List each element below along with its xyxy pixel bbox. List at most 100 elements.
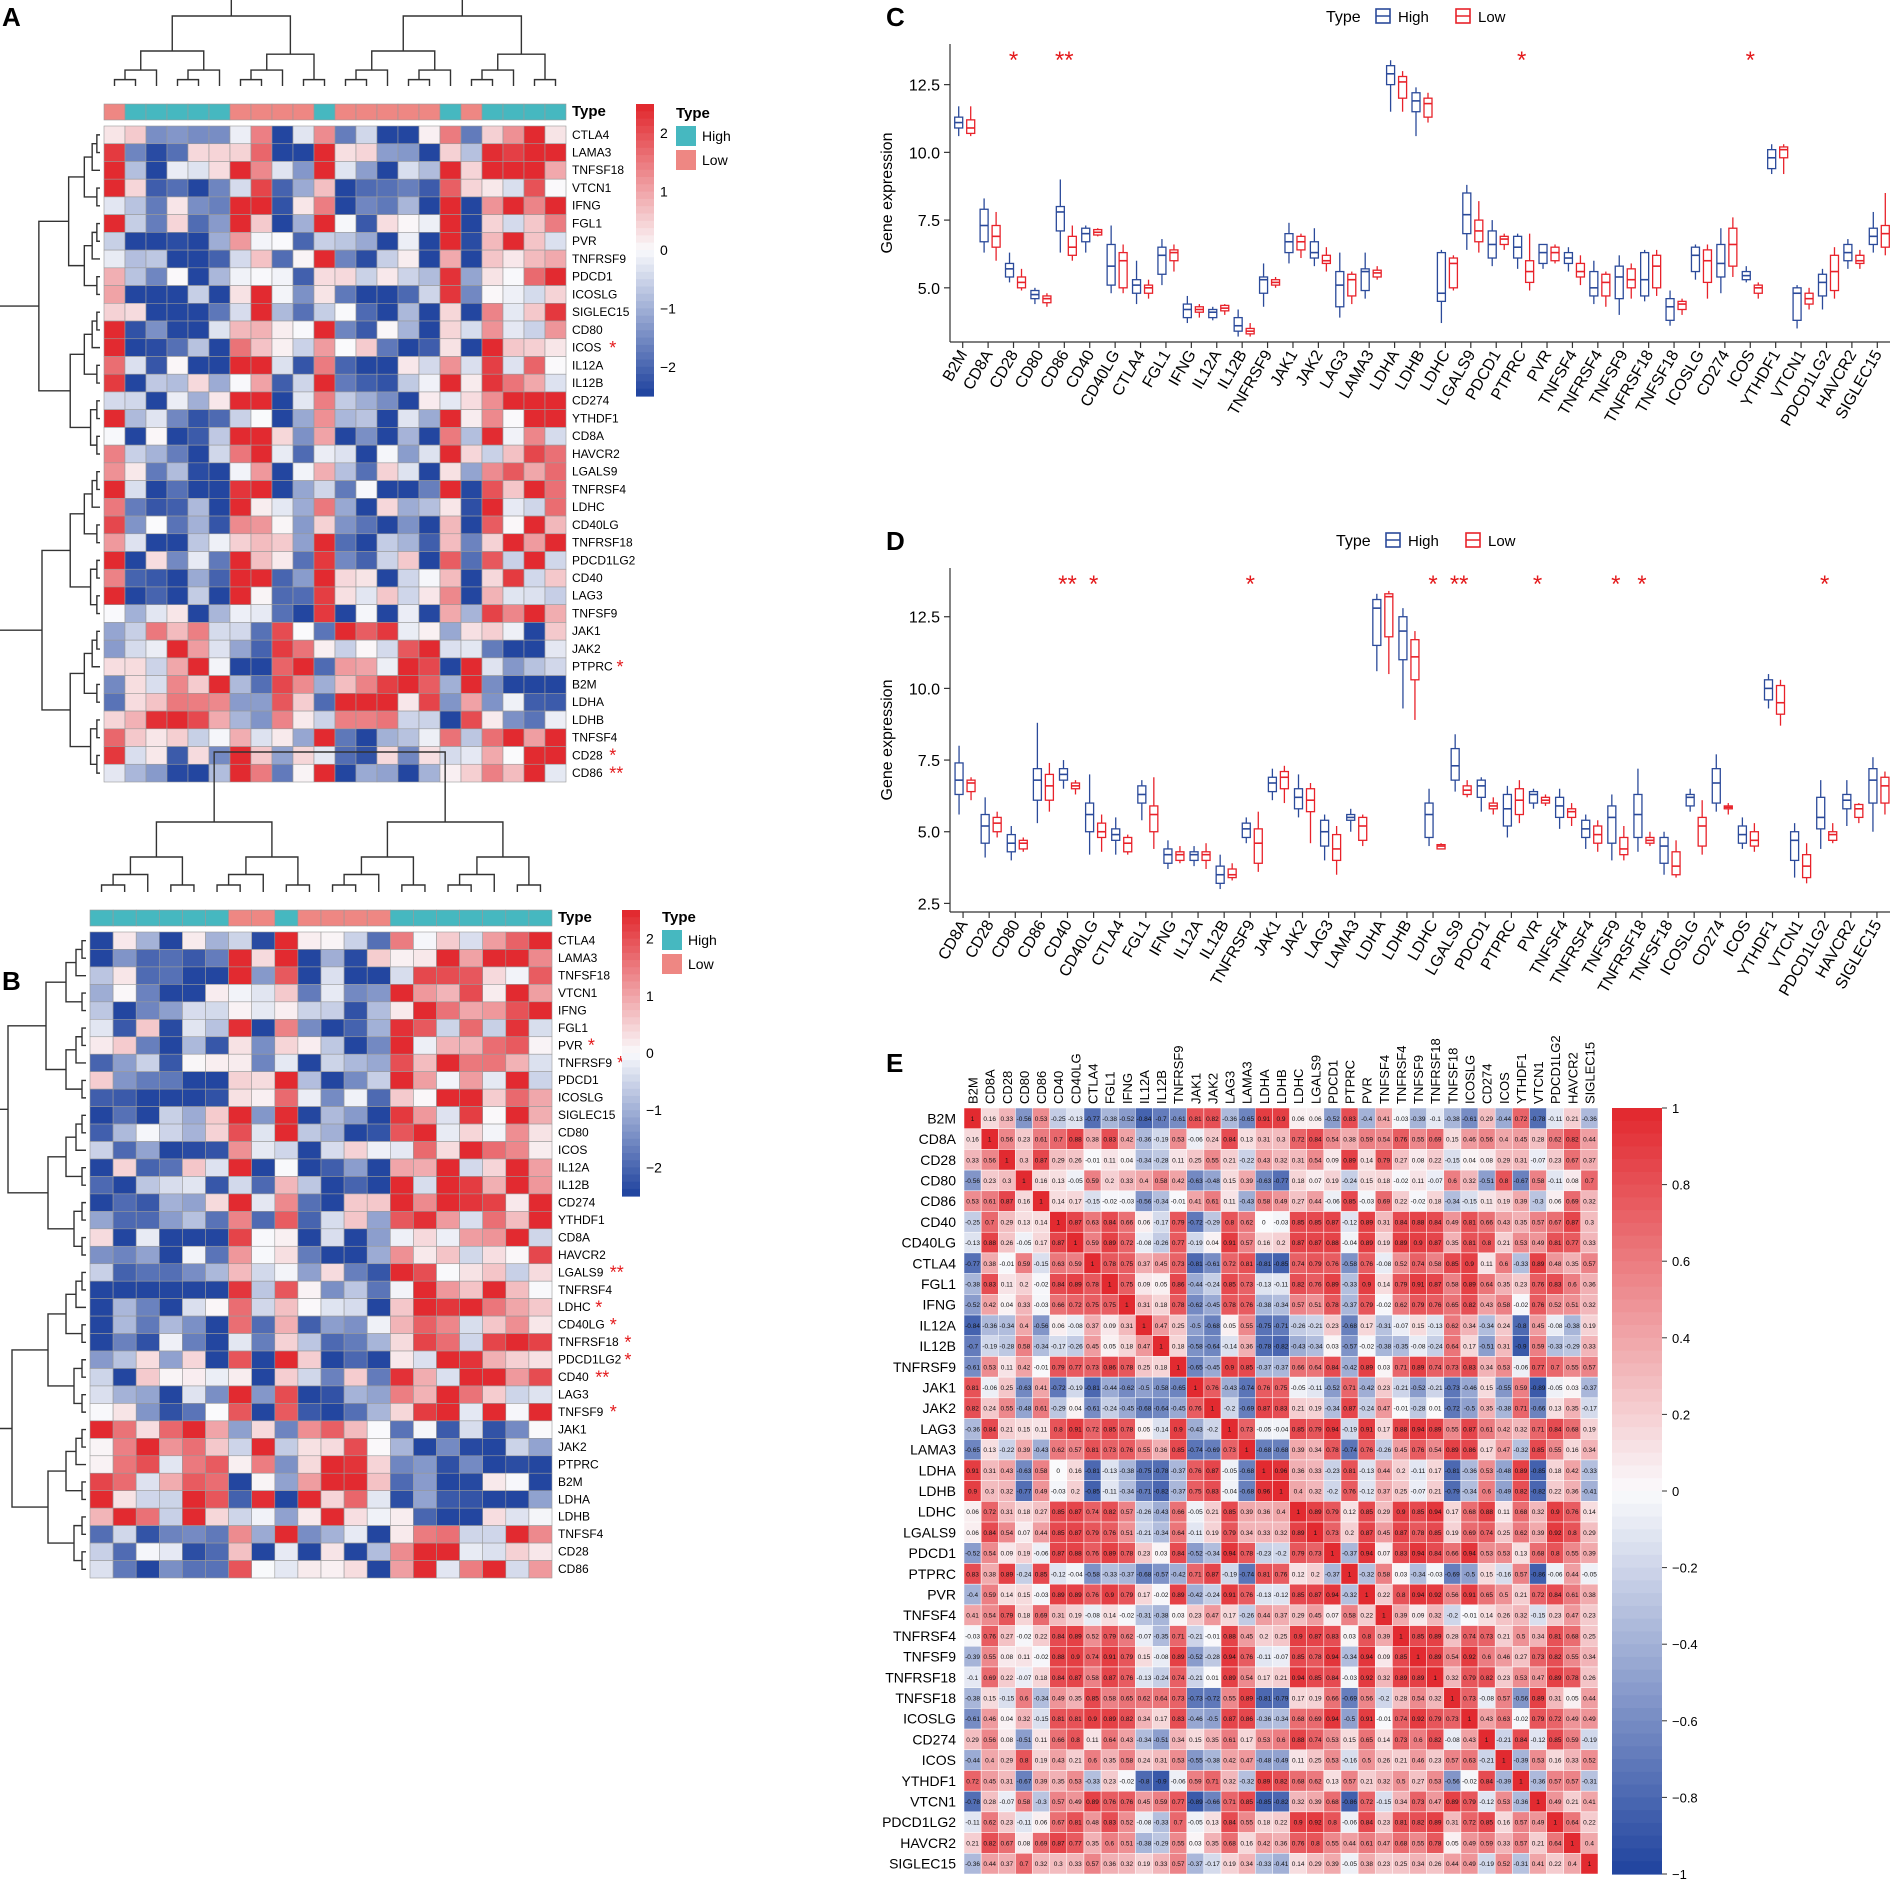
- heatmap-cell: [482, 1141, 507, 1160]
- row-label: LDHA: [572, 695, 604, 709]
- corr-value: 0.27: [1395, 1157, 1408, 1164]
- type-annotation-cell: [413, 909, 437, 927]
- heatmap-cell: [459, 1071, 484, 1090]
- heatmap-cell: [274, 1018, 299, 1038]
- corr-value: 0.08: [1001, 1654, 1014, 1661]
- dendrogram-top-branch: [129, 856, 184, 885]
- colorbar-segment: [622, 981, 640, 990]
- heatmap-cell: [528, 1385, 553, 1404]
- corr-value: 0.66: [1446, 1551, 1459, 1558]
- colorbar-segment: [636, 155, 654, 163]
- heatmap-cell: [271, 267, 294, 286]
- heatmap-cell: [343, 984, 368, 1003]
- row-label: HAVCR2: [572, 447, 620, 461]
- heatmap-cell: [459, 1106, 484, 1125]
- heatmap-cell: [481, 232, 504, 251]
- heatmap-cell: [389, 1368, 414, 1387]
- dendrogram-top-branch: [230, 0, 464, 16]
- corr-value: -0.11: [1308, 1385, 1323, 1392]
- heatmap-cell: [103, 232, 126, 251]
- corr-value: -0.03: [1274, 1219, 1289, 1226]
- corr-value: -0.21: [1428, 1385, 1443, 1392]
- heatmap-cell: [89, 1350, 114, 1369]
- corr-value: 0.79: [1360, 1302, 1373, 1309]
- corr-value: 0.87: [1052, 1551, 1065, 1558]
- heatmap-cell: [459, 1123, 484, 1142]
- heatmap-cell: [397, 568, 420, 588]
- type-annotation-cell: [334, 103, 357, 121]
- significance-star: *: [617, 657, 624, 677]
- heatmap-cell: [397, 657, 420, 676]
- heatmap-cell: [505, 1263, 530, 1282]
- heatmap-cell: [112, 1036, 137, 1055]
- corr-value: -0.37: [1274, 1364, 1289, 1371]
- heatmap-cell: [229, 746, 252, 765]
- heatmap-cell: [313, 249, 336, 269]
- heatmap-cell: [228, 1542, 253, 1561]
- heatmap-cell: [103, 586, 126, 606]
- heatmap-cell: [397, 178, 420, 198]
- heatmap-cell: [250, 444, 273, 464]
- corr-value: 0.37: [1275, 1613, 1288, 1620]
- corr-value: 0.49: [1583, 1716, 1596, 1723]
- dendrogram-top-branch: [227, 873, 264, 892]
- corr-value: 0.23: [1515, 1281, 1528, 1288]
- corr-value: 0.64: [1446, 1344, 1459, 1351]
- heatmap-cell: [523, 693, 546, 712]
- heatmap-cell: [271, 161, 294, 180]
- heatmap-cell: [229, 639, 252, 659]
- heatmap-cell: [159, 1420, 183, 1439]
- heatmap-cell: [228, 1123, 253, 1142]
- heatmap-cell: [389, 1438, 414, 1457]
- corr-value: 0.9: [1225, 1364, 1234, 1371]
- heatmap-cell: [413, 1315, 437, 1334]
- corr-value: 1: [1365, 1592, 1369, 1599]
- corr-value: 0.19: [1206, 1530, 1219, 1537]
- heatmap-cell: [528, 1158, 553, 1177]
- heatmap-cell: [320, 1228, 345, 1247]
- heatmap-cell: [229, 391, 252, 410]
- corr-value: 1: [1382, 1613, 1386, 1620]
- heatmap-cell: [274, 949, 299, 968]
- corr-value: 0.39: [1035, 1778, 1048, 1785]
- heatmap-cell: [228, 1385, 253, 1404]
- heatmap-cell: [187, 178, 210, 198]
- heatmap-cell: [89, 1211, 114, 1230]
- heatmap-cell: [112, 1315, 137, 1334]
- heatmap-cell: [229, 568, 252, 588]
- heatmap-cell: [334, 444, 357, 464]
- dendrogram-left-branch: [91, 320, 100, 349]
- heatmap-cell: [271, 498, 294, 517]
- corr-value: 0.31: [1258, 1137, 1271, 1144]
- heatmap-cell: [251, 1228, 276, 1247]
- corr-value: -0.68: [1342, 1323, 1357, 1330]
- heatmap-cell: [320, 1403, 345, 1422]
- corr-value: 0.78: [1326, 1447, 1339, 1454]
- heatmap-cell: [313, 604, 336, 623]
- heatmap-cell: [228, 1141, 253, 1160]
- heatmap-cell: [418, 586, 441, 606]
- heatmap-cell: [439, 586, 462, 606]
- heatmap-cell: [528, 1211, 553, 1230]
- corr-value: 0.58: [1343, 1613, 1356, 1620]
- corr-value: -0.11: [1188, 1530, 1203, 1537]
- heatmap-cell: [166, 462, 189, 481]
- dendrogram-left-branch: [7, 1025, 48, 1194]
- row-label: YTHDF1: [558, 1213, 605, 1227]
- corr-value: 0.11: [1018, 1654, 1031, 1661]
- corr-value: 0.72: [1069, 1302, 1082, 1309]
- heatmap-cell: [112, 1438, 137, 1457]
- heatmap-cell: [418, 373, 441, 393]
- corr-value: 0.84: [1326, 1675, 1339, 1682]
- corr-value: 0.61: [983, 1199, 996, 1206]
- heatmap-cell: [459, 1176, 484, 1195]
- heatmap-cell: [502, 675, 525, 694]
- corr-value: 0.64: [1155, 1696, 1168, 1703]
- corr-value: 0.94: [1292, 1675, 1305, 1682]
- heatmap-cell: [229, 178, 252, 198]
- heatmap-cell: [523, 551, 546, 570]
- corr-value: 0.47: [1240, 1758, 1253, 1765]
- type-annotation-cell: [103, 103, 126, 121]
- heatmap-cell: [313, 267, 336, 286]
- corr-value: -0.11: [1102, 1489, 1117, 1496]
